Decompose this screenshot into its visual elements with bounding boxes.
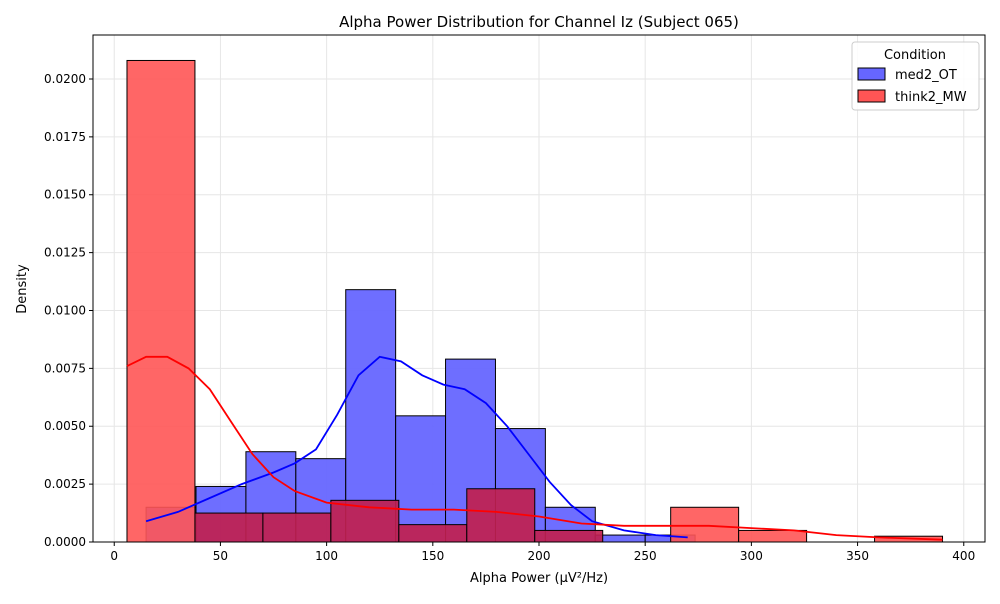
y-tick-label-2: 0.0050: [44, 419, 86, 433]
bar-med2-ot-5: [395, 415, 447, 543]
kde-line-med2-ot: [145, 355, 688, 539]
legend-label-med2: med2_OT: [895, 68, 957, 83]
x-tick-label-2: 100: [315, 549, 338, 563]
x-tick-label-4: 200: [528, 549, 551, 563]
bar-think2-mw-0: [126, 59, 196, 543]
x-axis-label: Alpha Power (µV²/Hz): [470, 571, 608, 586]
y-tick-label-5: 0.0125: [44, 246, 86, 260]
kde-line-think2-mw: [126, 355, 943, 541]
bar-think2-mw-9: [738, 529, 808, 543]
x-tick-label-8: 400: [952, 549, 975, 563]
y-tick-label-1: 0.0025: [44, 477, 86, 491]
legend: Condition med2_OT think2_MW: [851, 41, 980, 111]
x-tick-label-3: 150: [421, 549, 444, 563]
y-axis-ticks: 0.0000 0.0025 0.0050 0.0075 0.0100 0.0125 0.01…: [44, 72, 93, 549]
x-tick-label-0: 0: [110, 549, 118, 563]
x-tick-label-1: 50: [213, 549, 228, 563]
legend-swatch-think2: [857, 89, 886, 103]
bar-think2-mw-6: [534, 529, 604, 543]
x-tick-label-7: 350: [846, 549, 869, 563]
chart-title: Alpha Power Distribution for Channel Iz …: [339, 13, 739, 31]
legend-label-think2: think2_MW: [895, 90, 967, 105]
y-tick-label-0: 0.0000: [44, 535, 86, 549]
bar-think2-mw-2: [262, 512, 332, 543]
x-axis-ticks: 0 50 100 150 200 250 300 350 400: [110, 542, 975, 563]
bar-think2-mw-1: [194, 512, 264, 543]
y-tick-label-7: 0.0175: [44, 130, 86, 144]
legend-title: Condition: [884, 48, 946, 63]
legend-swatch-med2: [857, 67, 886, 81]
y-tick-label-6: 0.0150: [44, 188, 86, 202]
kde-lines: [126, 355, 943, 541]
y-tick-label-3: 0.0075: [44, 361, 86, 375]
x-tick-label-6: 300: [740, 549, 763, 563]
y-tick-label-8: 0.0200: [44, 72, 86, 86]
y-axis-label: Density: [15, 264, 30, 314]
x-tick-label-5: 250: [634, 549, 657, 563]
bar-think2-mw-4: [398, 524, 468, 543]
y-tick-label-4: 0.0100: [44, 303, 86, 317]
series-med2-bars: [145, 289, 696, 543]
